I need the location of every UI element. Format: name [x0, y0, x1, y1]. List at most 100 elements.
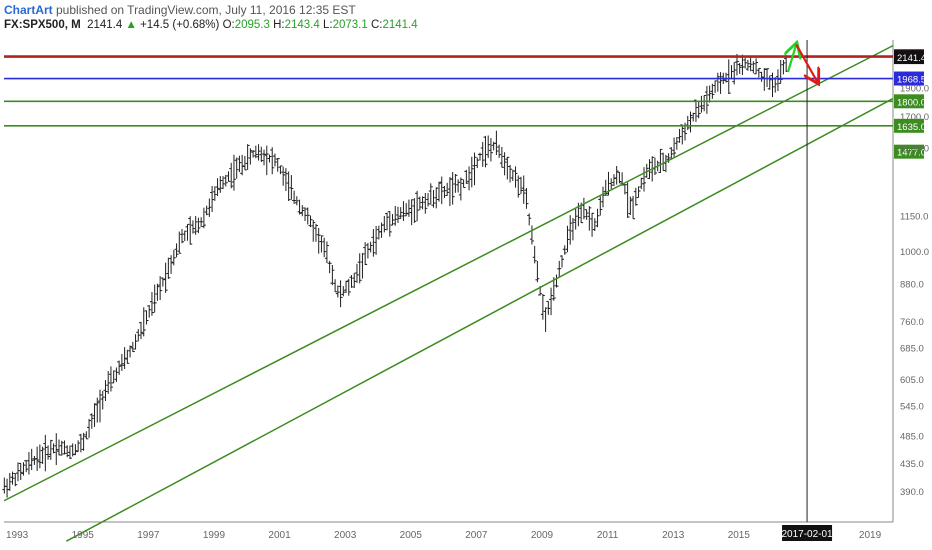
ohlc-bar	[111, 370, 116, 384]
open-value: 2095.3	[234, 19, 270, 31]
price-level-label: 1477.0	[897, 148, 926, 159]
ohlc-bar	[84, 431, 89, 440]
ohlc-bar	[773, 77, 778, 93]
ohlc-bar	[592, 218, 597, 232]
ohlc-bar	[272, 153, 277, 167]
ohlc-bar	[292, 190, 297, 204]
ohlc-bar	[174, 243, 179, 258]
ohlc-bar	[57, 439, 62, 456]
trend-line	[65, 97, 894, 542]
ohlc-bar	[412, 198, 417, 223]
ohlc-bar	[188, 216, 193, 245]
price-level-label: 2141.4	[897, 53, 926, 64]
trend-line	[3, 44, 894, 502]
ohlc-bar	[210, 185, 215, 213]
ohlc-bar	[114, 367, 119, 382]
price-level-box	[894, 94, 924, 109]
author-link[interactable]: ChartArt	[4, 3, 53, 17]
ohlc-bar	[549, 287, 554, 316]
ohlc-bar	[546, 300, 551, 315]
y-tick-label: 605.0	[900, 375, 924, 386]
y-tick-label: 435.0	[900, 459, 924, 470]
ohlc-bar	[245, 144, 250, 170]
x-tick-label: 1999	[203, 530, 226, 541]
price-level-box	[894, 144, 924, 159]
ohlc-bar	[724, 72, 729, 83]
ohlc-bar	[360, 253, 365, 279]
ohlc-bar	[155, 283, 160, 301]
ohlc-bar	[18, 462, 23, 480]
ohlc-bar	[374, 225, 379, 255]
ohlc-bar	[601, 186, 606, 208]
ohlc-bar	[497, 144, 502, 158]
down-arrow-icon	[795, 43, 817, 82]
ohlc-bar	[237, 155, 242, 173]
ohlc-bar	[341, 286, 346, 297]
ohlc-bar	[456, 179, 461, 193]
ohlc-bar	[502, 152, 507, 176]
ohlc-bar	[669, 147, 674, 159]
ohlc-bar	[207, 198, 212, 217]
ohlc-bar	[431, 190, 436, 208]
ohlc-bar	[300, 205, 305, 217]
symbol-label[interactable]: FX:SPX500, M	[4, 19, 81, 31]
price-level-box	[894, 50, 924, 65]
ohlc-bar	[395, 206, 400, 223]
ohlc-bar	[439, 176, 444, 205]
x-tick-label: 2015	[728, 530, 751, 541]
ohlc-bar	[29, 448, 34, 471]
ohlc-bar	[565, 225, 570, 253]
x-tick-label: 2009	[531, 530, 554, 541]
ohlc-bar	[535, 260, 540, 283]
ohlc-bar	[10, 471, 15, 485]
ohlc-bar	[467, 166, 472, 191]
ohlc-legend: FX:SPX500, M 2141.4 ▲ +14.5 (+0.68%) O:2…	[4, 19, 418, 31]
ohlc-bar	[46, 445, 51, 460]
ohlc-bar	[13, 472, 18, 487]
close-value: 2141.4	[382, 19, 418, 31]
ohlc-bar	[726, 59, 731, 94]
x-tick-label: 2005	[400, 530, 423, 541]
ohlc-bar	[201, 207, 206, 229]
ohlc-bar	[234, 157, 239, 179]
price-level-label: 1635.0	[897, 122, 926, 133]
ohlc-bar	[453, 174, 458, 193]
ohlc-bar	[573, 208, 578, 230]
ohlc-bar	[363, 242, 368, 266]
y-tick-label: 880.0	[900, 280, 924, 291]
ohlc-bar	[428, 183, 433, 205]
publish-info: published on TradingView.com, July 11, 2…	[52, 3, 356, 17]
ohlc-bar	[461, 179, 466, 189]
y-tick-label: 760.0	[900, 317, 924, 328]
ohlc-bar	[382, 215, 387, 233]
x-tick-label: 1995	[72, 530, 95, 541]
ohlc-bar	[251, 150, 256, 158]
ohlc-bar	[762, 68, 767, 91]
ohlc-bar	[267, 154, 272, 163]
x-tick-label: 2011	[597, 530, 619, 541]
ohlc-bar	[163, 262, 168, 293]
ohlc-bar	[642, 167, 647, 192]
ohlc-bar	[704, 85, 709, 114]
ohlc-bar	[147, 305, 152, 318]
ohlc-bar	[775, 69, 780, 91]
ohlc-bar	[226, 171, 231, 182]
ohlc-bar	[98, 389, 103, 423]
ohlc-bar	[169, 255, 174, 274]
x-tick-label: 1993	[6, 530, 29, 541]
ohlc-bar	[633, 187, 638, 206]
ohlc-bar	[458, 177, 463, 201]
ohlc-bar	[35, 446, 40, 471]
ohlc-bar	[199, 217, 204, 228]
ohlc-bar	[76, 440, 81, 453]
open-label: O:	[222, 19, 235, 31]
ohlc-bar	[231, 154, 236, 191]
ohlc-bar	[540, 294, 545, 320]
ohlc-bar	[674, 136, 679, 150]
ohlc-bar	[108, 366, 113, 392]
ohlc-bar	[352, 272, 357, 289]
ohlc-bar	[103, 380, 108, 401]
ohlc-bar	[365, 242, 370, 259]
price-level-label: 1968.5	[897, 75, 926, 86]
